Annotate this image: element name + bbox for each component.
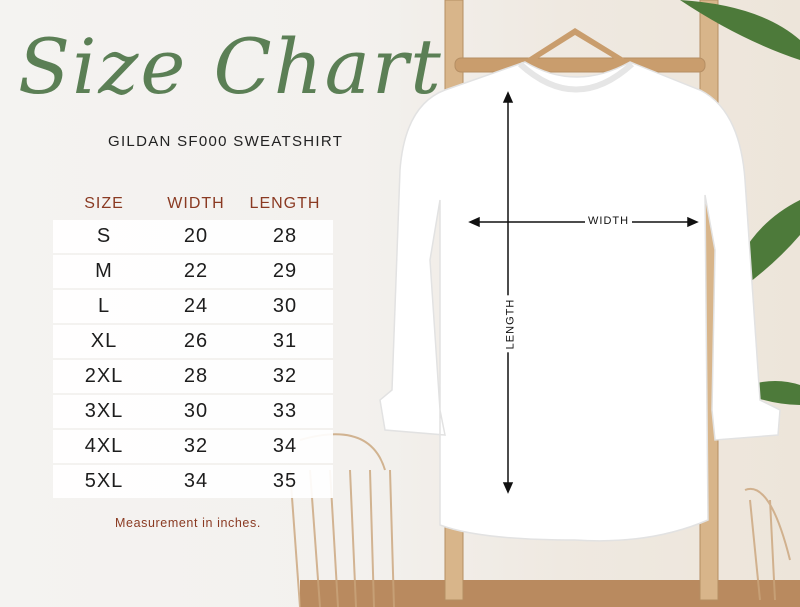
length-cell: 30 bbox=[272, 295, 298, 317]
sweatshirt-icon bbox=[379, 61, 781, 542]
header-length: LENGTH bbox=[249, 195, 321, 212]
width-cell: 20 bbox=[183, 225, 209, 247]
page-title: Size Chart bbox=[18, 22, 443, 111]
table-row: M 22 29 bbox=[53, 255, 333, 288]
basket bbox=[289, 433, 791, 607]
size-cell: XL bbox=[90, 330, 118, 352]
table-row: XL 26 31 bbox=[53, 325, 333, 358]
size-cell: 4XL bbox=[84, 435, 124, 457]
width-label: WIDTH bbox=[585, 215, 633, 227]
table-row: 3XL 30 33 bbox=[53, 395, 333, 428]
header-width: WIDTH bbox=[167, 195, 225, 212]
width-cell: 26 bbox=[183, 330, 209, 352]
size-cell: 2XL bbox=[84, 365, 124, 387]
length-cell: 28 bbox=[272, 225, 298, 247]
table-row: S 20 28 bbox=[53, 220, 333, 253]
length-cell: 33 bbox=[272, 400, 298, 422]
width-cell: 32 bbox=[183, 435, 209, 457]
length-cell: 31 bbox=[272, 330, 298, 352]
size-table: SIZE WIDTH LENGTH S 20 28 M 22 29 L 24 30 XL 26 31 2… bbox=[53, 191, 333, 498]
length-cell: 29 bbox=[272, 260, 298, 282]
wood-floor bbox=[300, 580, 800, 607]
table-row: 5XL 34 35 bbox=[53, 465, 333, 498]
width-cell: 28 bbox=[183, 365, 209, 387]
measurement-note: Measurement in inches. bbox=[115, 516, 261, 530]
table-row: 4XL 32 34 bbox=[53, 430, 333, 463]
width-cell: 24 bbox=[183, 295, 209, 317]
length-cell: 34 bbox=[272, 435, 298, 457]
size-cell: S bbox=[96, 225, 112, 247]
product-subtitle: GILDAN SF000 SWEATSHIRT bbox=[108, 133, 344, 150]
size-cell: L bbox=[97, 295, 111, 317]
size-cell: 3XL bbox=[84, 400, 124, 422]
measurement-arrows bbox=[468, 91, 699, 494]
width-cell: 34 bbox=[183, 470, 209, 492]
length-label: LENGTH bbox=[504, 295, 517, 353]
table-row: 2XL 28 32 bbox=[53, 360, 333, 393]
header-size: SIZE bbox=[84, 195, 124, 212]
hanger bbox=[522, 28, 630, 62]
table-header: SIZE WIDTH LENGTH bbox=[53, 191, 333, 217]
size-cell: M bbox=[95, 260, 113, 282]
width-cell: 22 bbox=[183, 260, 209, 282]
length-cell: 32 bbox=[272, 365, 298, 387]
size-cell: 5XL bbox=[84, 470, 124, 492]
length-cell: 35 bbox=[272, 470, 298, 492]
width-cell: 30 bbox=[183, 400, 209, 422]
table-row: L 24 30 bbox=[53, 290, 333, 323]
